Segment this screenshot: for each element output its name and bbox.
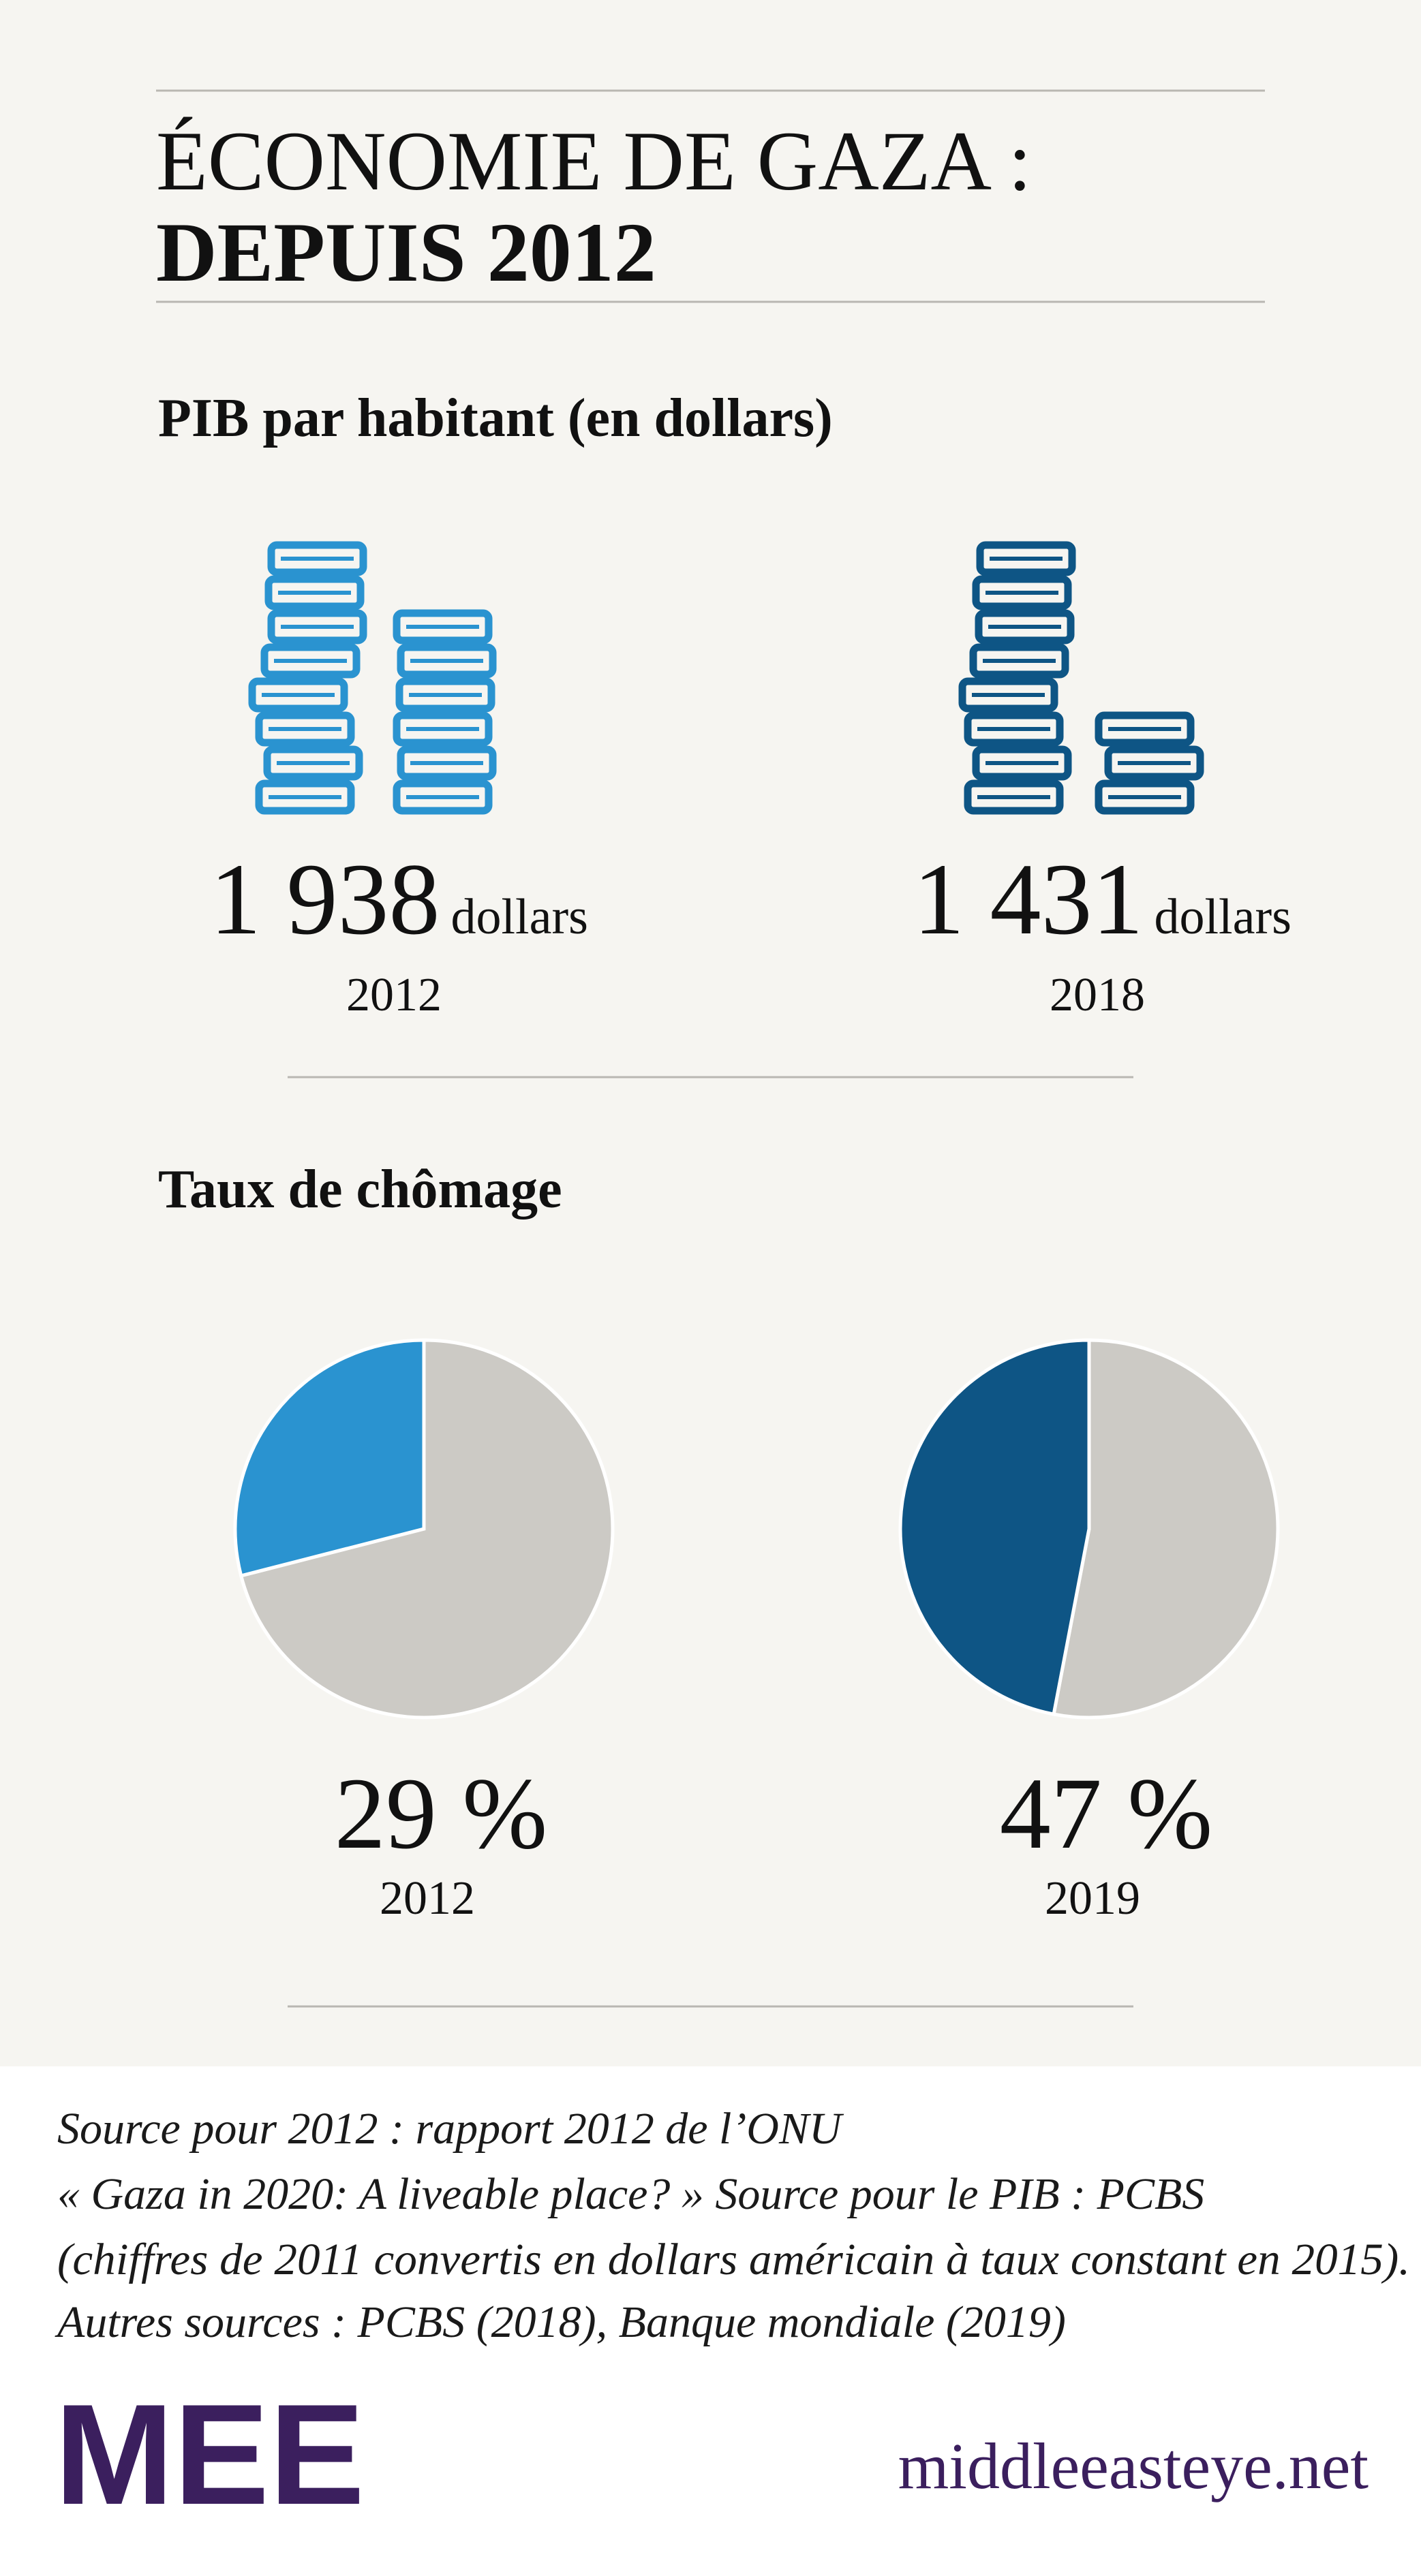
source-line: Source pour 2012 : rapport 2012 de l’ONU <box>57 2104 844 2154</box>
coin <box>976 541 1076 576</box>
coin <box>267 609 367 645</box>
title-line2: DEPUIS 2012 <box>156 206 656 299</box>
coin <box>264 575 365 610</box>
pie-rest <box>239 1338 615 1720</box>
gdp-unit: dollars <box>451 889 588 945</box>
pie-rest <box>1052 1338 1280 1720</box>
gdp-year: 2018 <box>1050 969 1145 1021</box>
pie-year: 2019 <box>1045 1872 1140 1925</box>
pie-value-label: 47 % <box>1000 1757 1212 1870</box>
source-line: Autres sources : PCBS (2018), Banque mon… <box>55 2297 1066 2347</box>
coin <box>255 779 355 815</box>
coin <box>964 711 1064 747</box>
coin <box>1095 779 1195 815</box>
coin <box>958 677 1058 713</box>
coin <box>964 779 1064 815</box>
source-line: (chiffres de 2011 convertis en dollars a… <box>57 2235 1410 2284</box>
coin <box>395 677 495 713</box>
pie-year: 2012 <box>380 1872 475 1925</box>
coin <box>1095 711 1195 747</box>
coin <box>972 745 1072 781</box>
coin-icons <box>248 541 1204 815</box>
pie-slice <box>898 1338 1091 1717</box>
coin <box>972 575 1072 610</box>
background <box>0 0 1421 2066</box>
coin <box>393 711 493 747</box>
coin <box>267 541 367 576</box>
gdp-value: 1 431 <box>913 843 1144 956</box>
pie-slice <box>233 1338 426 1578</box>
coin <box>397 643 497 679</box>
coin <box>975 609 1075 645</box>
logo: MEE <box>55 2374 365 2534</box>
pie-value-label: 29 % <box>335 1757 547 1870</box>
coin <box>1104 745 1204 781</box>
coin <box>263 745 363 781</box>
title-line1: ÉCONOMIE DE GAZA : <box>156 114 1032 208</box>
coin <box>397 745 497 781</box>
coin <box>969 643 1069 679</box>
coin <box>393 609 493 645</box>
site-name: middleeasteye.net <box>898 2430 1369 2502</box>
pie-charts: 29 %2012 47 %2019 <box>233 1338 1280 1925</box>
section-heading: PIB par habitant (en dollars) <box>158 388 833 448</box>
source-line: « Gaza in 2020: A liveable place? » Sour… <box>57 2169 1204 2219</box>
gdp-value: 1 938 <box>210 843 440 956</box>
section-heading: Taux de chômage <box>158 1160 562 1220</box>
coin <box>255 711 355 747</box>
gdp-year: 2012 <box>346 969 442 1021</box>
coin <box>248 677 348 713</box>
coin <box>393 779 493 815</box>
coin <box>260 643 361 679</box>
gdp-unit: dollars <box>1155 889 1292 945</box>
